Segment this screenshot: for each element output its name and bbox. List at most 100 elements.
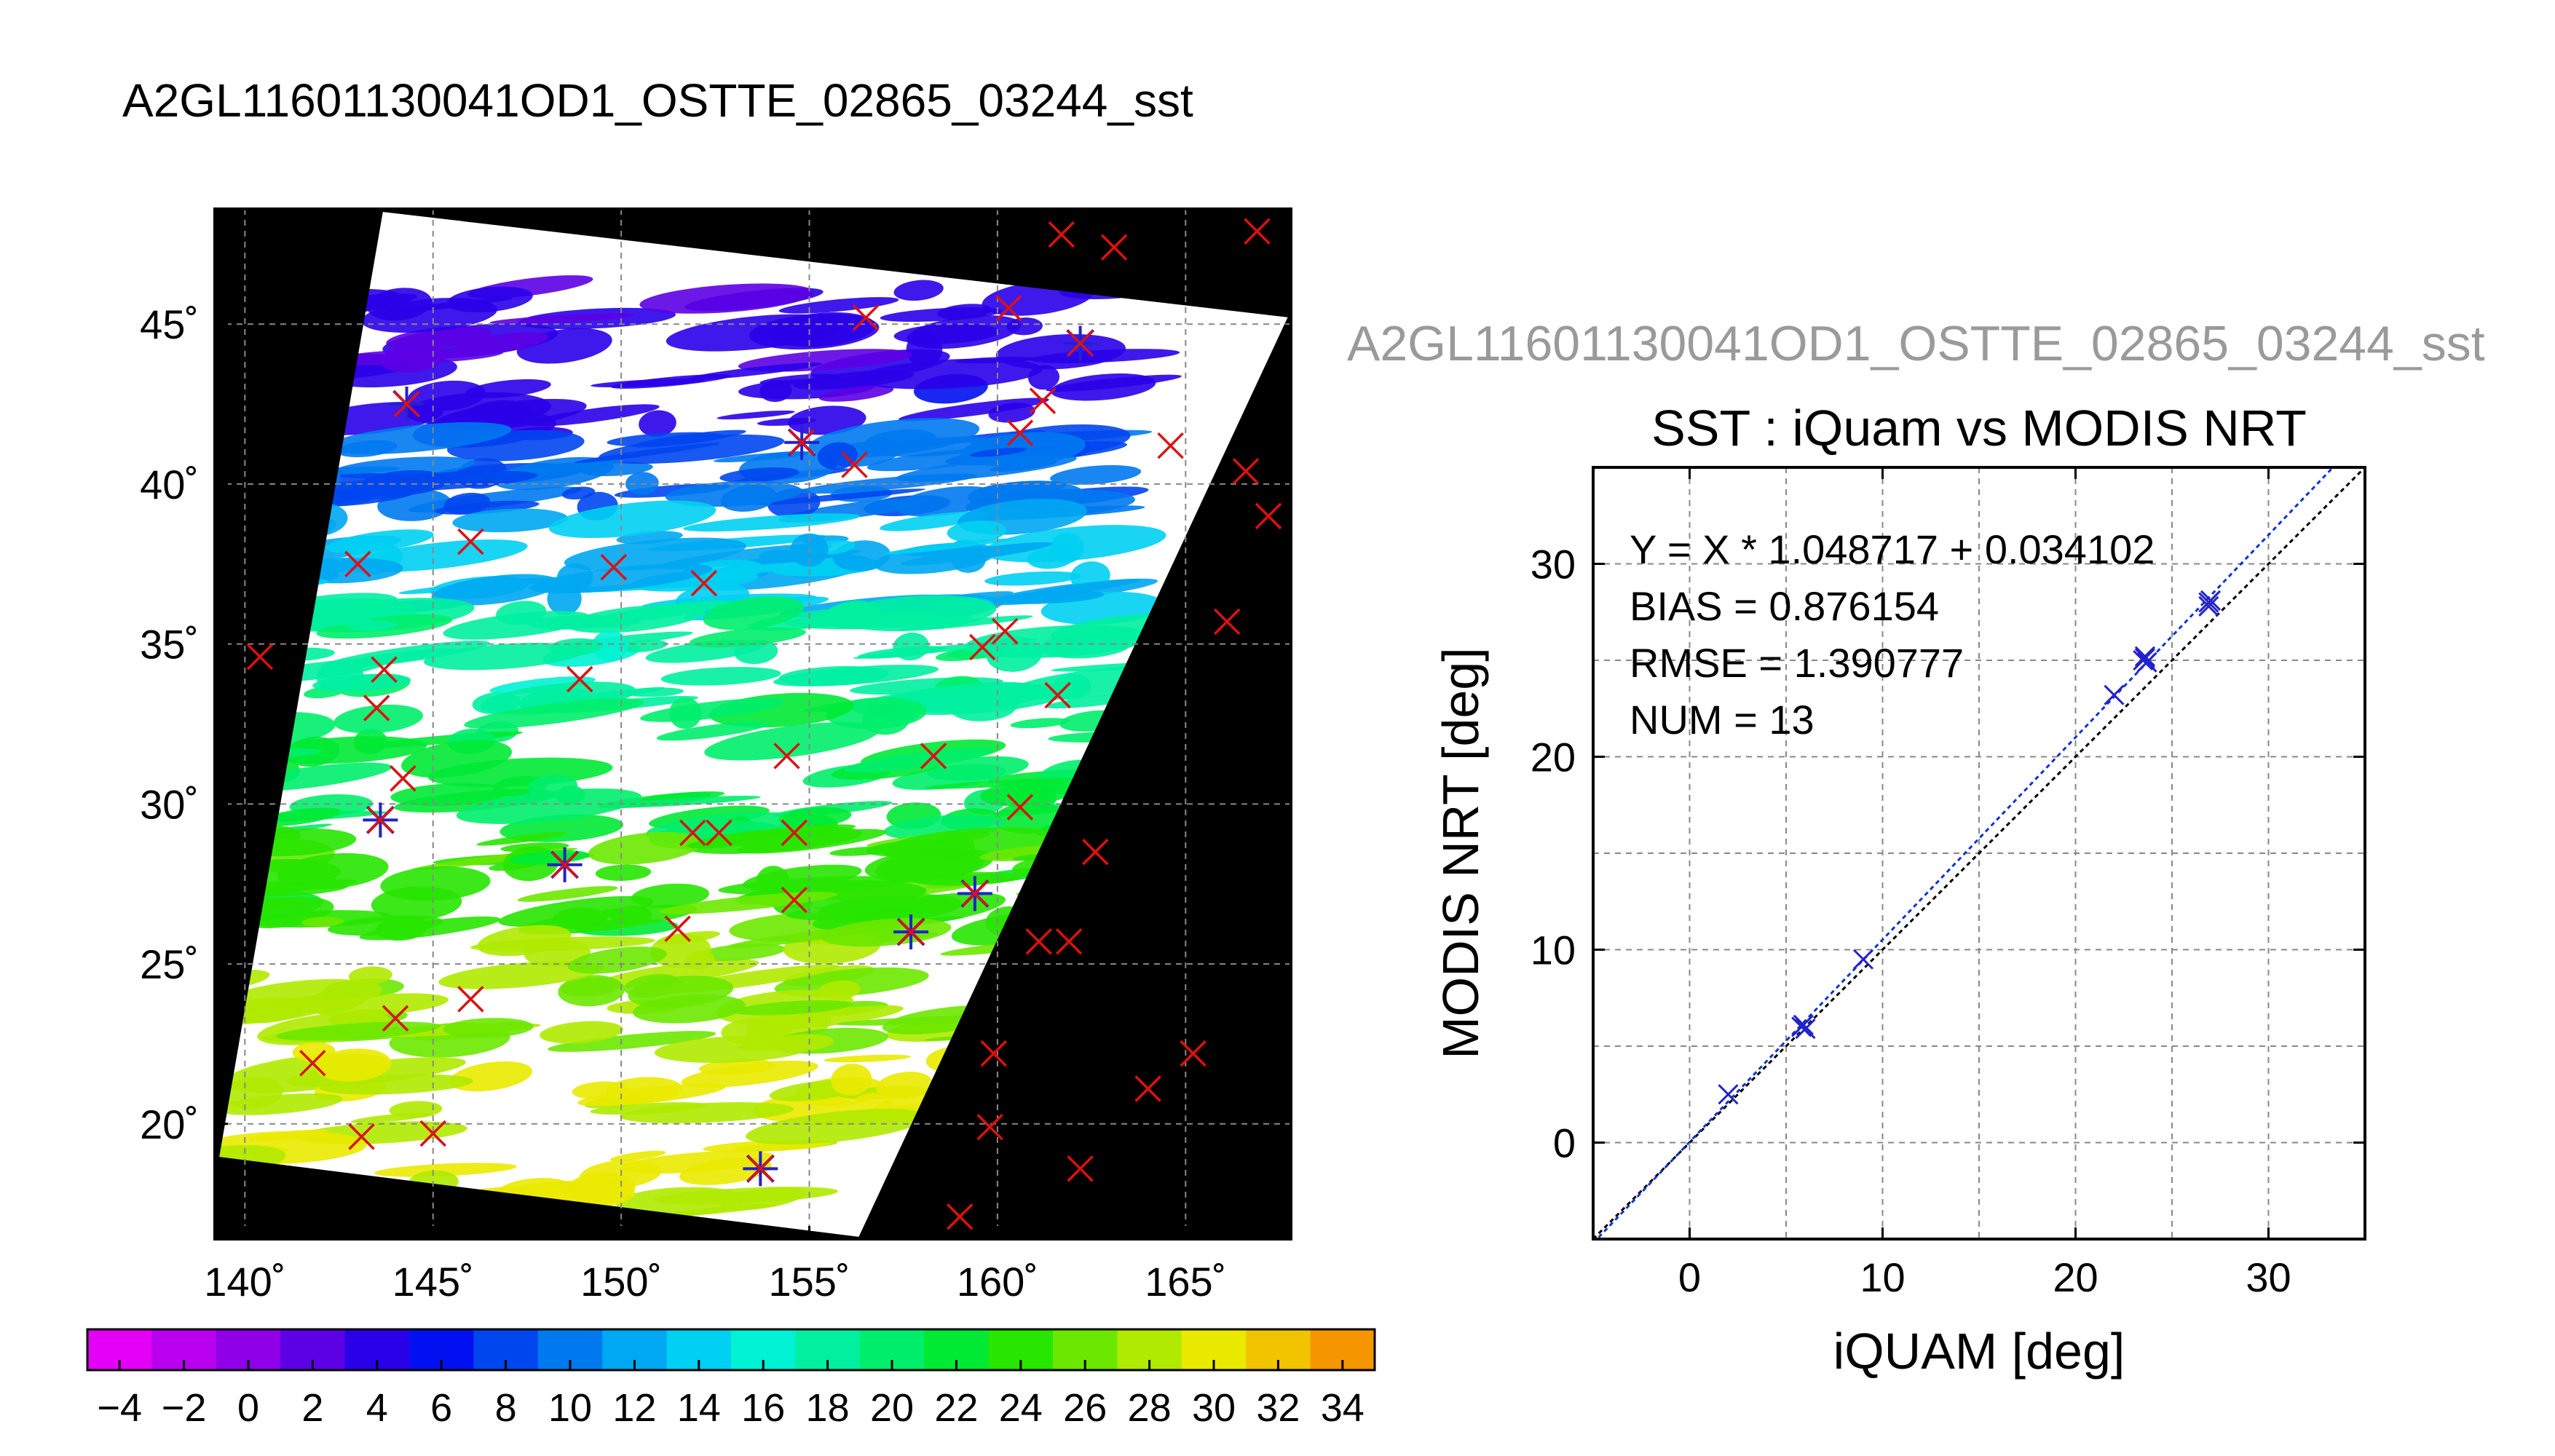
buoy-marker-stroke: [1029, 387, 1057, 414]
colorbar-tick-label: 14: [677, 1386, 721, 1430]
scatter-annotation: BIAS = 0.876154: [1630, 583, 1939, 629]
buoy-marker: [1232, 458, 1260, 485]
buoy-marker: [1213, 608, 1241, 636]
sst-patch: [986, 636, 1043, 672]
sst-patch: [665, 480, 802, 507]
scatter-point: [1793, 1014, 1814, 1035]
colorbar-tick-label: 2: [301, 1386, 323, 1430]
sst-patch: [893, 280, 944, 301]
sst-patch: [464, 698, 644, 729]
sst-patch: [452, 332, 549, 355]
sst-patch: [831, 1064, 872, 1096]
scatter-point: [1795, 1018, 1816, 1040]
colorbar-tick-label: 24: [999, 1386, 1043, 1430]
buoy-marker-stroke: [773, 743, 800, 769]
sst-patch: [325, 529, 434, 553]
sst-patch: [548, 638, 603, 656]
buoy-marker-stroke: [344, 550, 371, 578]
sst-patch: [599, 796, 761, 808]
scatter-point: [2198, 596, 2219, 617]
sst-patch: [657, 930, 721, 945]
colorbar-tick-label: 20: [870, 1386, 914, 1430]
sst-patch: [947, 521, 1006, 543]
scatter-annotations: Y = X * 1.048717 + 0.034102 BIAS = 0.8761…: [1630, 526, 2155, 743]
sst-patch: [732, 1000, 853, 1016]
sst-patch: [321, 641, 490, 669]
buoy-marker: [679, 819, 706, 847]
buoy-marker: [371, 656, 398, 684]
buoy-marker: [995, 294, 1022, 322]
sst-patch: [660, 667, 781, 686]
sst-patch: [633, 994, 746, 1024]
sst-patch: [424, 643, 585, 670]
buoy-marker: [706, 819, 732, 847]
sst-patch: [695, 943, 786, 961]
sst-patch: [567, 946, 667, 974]
sst-map: 140˚ 145˚ 150˚ 155˚ 160˚ 165˚ 20˚ 25˚ 30˚ 35˚ 40˚…: [140, 207, 1292, 1305]
buoy-marker-stroke: [1006, 794, 1034, 820]
sst-patch: [591, 379, 706, 388]
buoy-marker: [969, 633, 996, 661]
sst-patch: [632, 430, 746, 448]
scatter-title: SST : iQuam vs MODIS NRT: [1651, 400, 2307, 456]
buoy-marker: [961, 880, 989, 907]
sst-patch: [218, 1093, 343, 1115]
buoy-marker-stroke: [679, 819, 706, 847]
buoy-marker-stroke: [992, 617, 1019, 645]
sst-patch: [982, 525, 1166, 563]
buoy-marker: [980, 1040, 1007, 1067]
buoy-marker: [773, 743, 800, 769]
sst-patch: [567, 1171, 636, 1204]
scatter-annotation: RMSE = 1.390777: [1630, 640, 1964, 686]
buoy-marker-stroke: [706, 819, 732, 847]
sst-patch: [893, 632, 930, 661]
buoy-marker-stroke: [419, 1120, 446, 1147]
buoy-marker-stroke: [664, 915, 691, 942]
colorbar-tick-label: 6: [430, 1386, 452, 1430]
sst-patch: [1006, 317, 1043, 336]
sst-patch: [689, 627, 806, 648]
colorbar-tick-label: −4: [97, 1386, 142, 1430]
buoy-marker: [852, 304, 880, 331]
buoy-marker: [664, 915, 691, 942]
sst-patch: [857, 358, 1043, 389]
sst-patch: [931, 834, 975, 862]
buoy-marker-stroke: [1025, 928, 1052, 955]
buoy-marker-stroke: [1213, 608, 1241, 636]
sst-patch: [900, 615, 1033, 631]
sst-patch: [824, 1054, 912, 1063]
buoy-marker-stroke: [1048, 221, 1075, 248]
buoy-marker-stroke: [348, 1123, 375, 1150]
sst-patch: [924, 778, 1081, 789]
buoy-marker: [1006, 419, 1034, 446]
buoy-marker-stroke: [246, 643, 274, 670]
buoy-marker-stroke: [1255, 502, 1282, 530]
buoy-marker: [690, 569, 718, 597]
scatter-annotation: NUM = 13: [1630, 697, 1814, 743]
sst-patch: [640, 698, 784, 722]
sst-patch: [1046, 374, 1182, 392]
map-longitude-ticks: 140˚ 145˚ 150˚ 155˚ 160˚ 165˚: [204, 1226, 1226, 1305]
sst-patch: [316, 660, 364, 692]
map-y-tick-label: 30˚: [140, 781, 199, 827]
buoy-marker: [600, 553, 628, 581]
sst-patch: [588, 831, 702, 865]
map-y-tick-label: 25˚: [140, 941, 199, 987]
scatter-point: [1852, 949, 1874, 970]
buoy-marker: [781, 819, 808, 847]
sst-patch: [625, 687, 684, 697]
map-x-tick-label: 140˚: [204, 1259, 285, 1305]
sst-patch: [380, 866, 491, 901]
buoy-marker-stroke: [1134, 1075, 1161, 1102]
buoy-marker: [1067, 330, 1094, 357]
buoy-marker-stroke: [390, 764, 416, 792]
buoy-marker: [566, 665, 593, 693]
sst-patch: [880, 511, 989, 531]
buoy-marker: [920, 743, 947, 769]
scatter-y-tick-label: 30: [1531, 542, 1576, 587]
sst-patch: [348, 966, 392, 985]
buoy-marker-stroke: [457, 986, 484, 1013]
sst-patch: [746, 1109, 928, 1145]
sst-patch: [862, 703, 910, 735]
scatter-point-stroke: [2198, 596, 2219, 617]
